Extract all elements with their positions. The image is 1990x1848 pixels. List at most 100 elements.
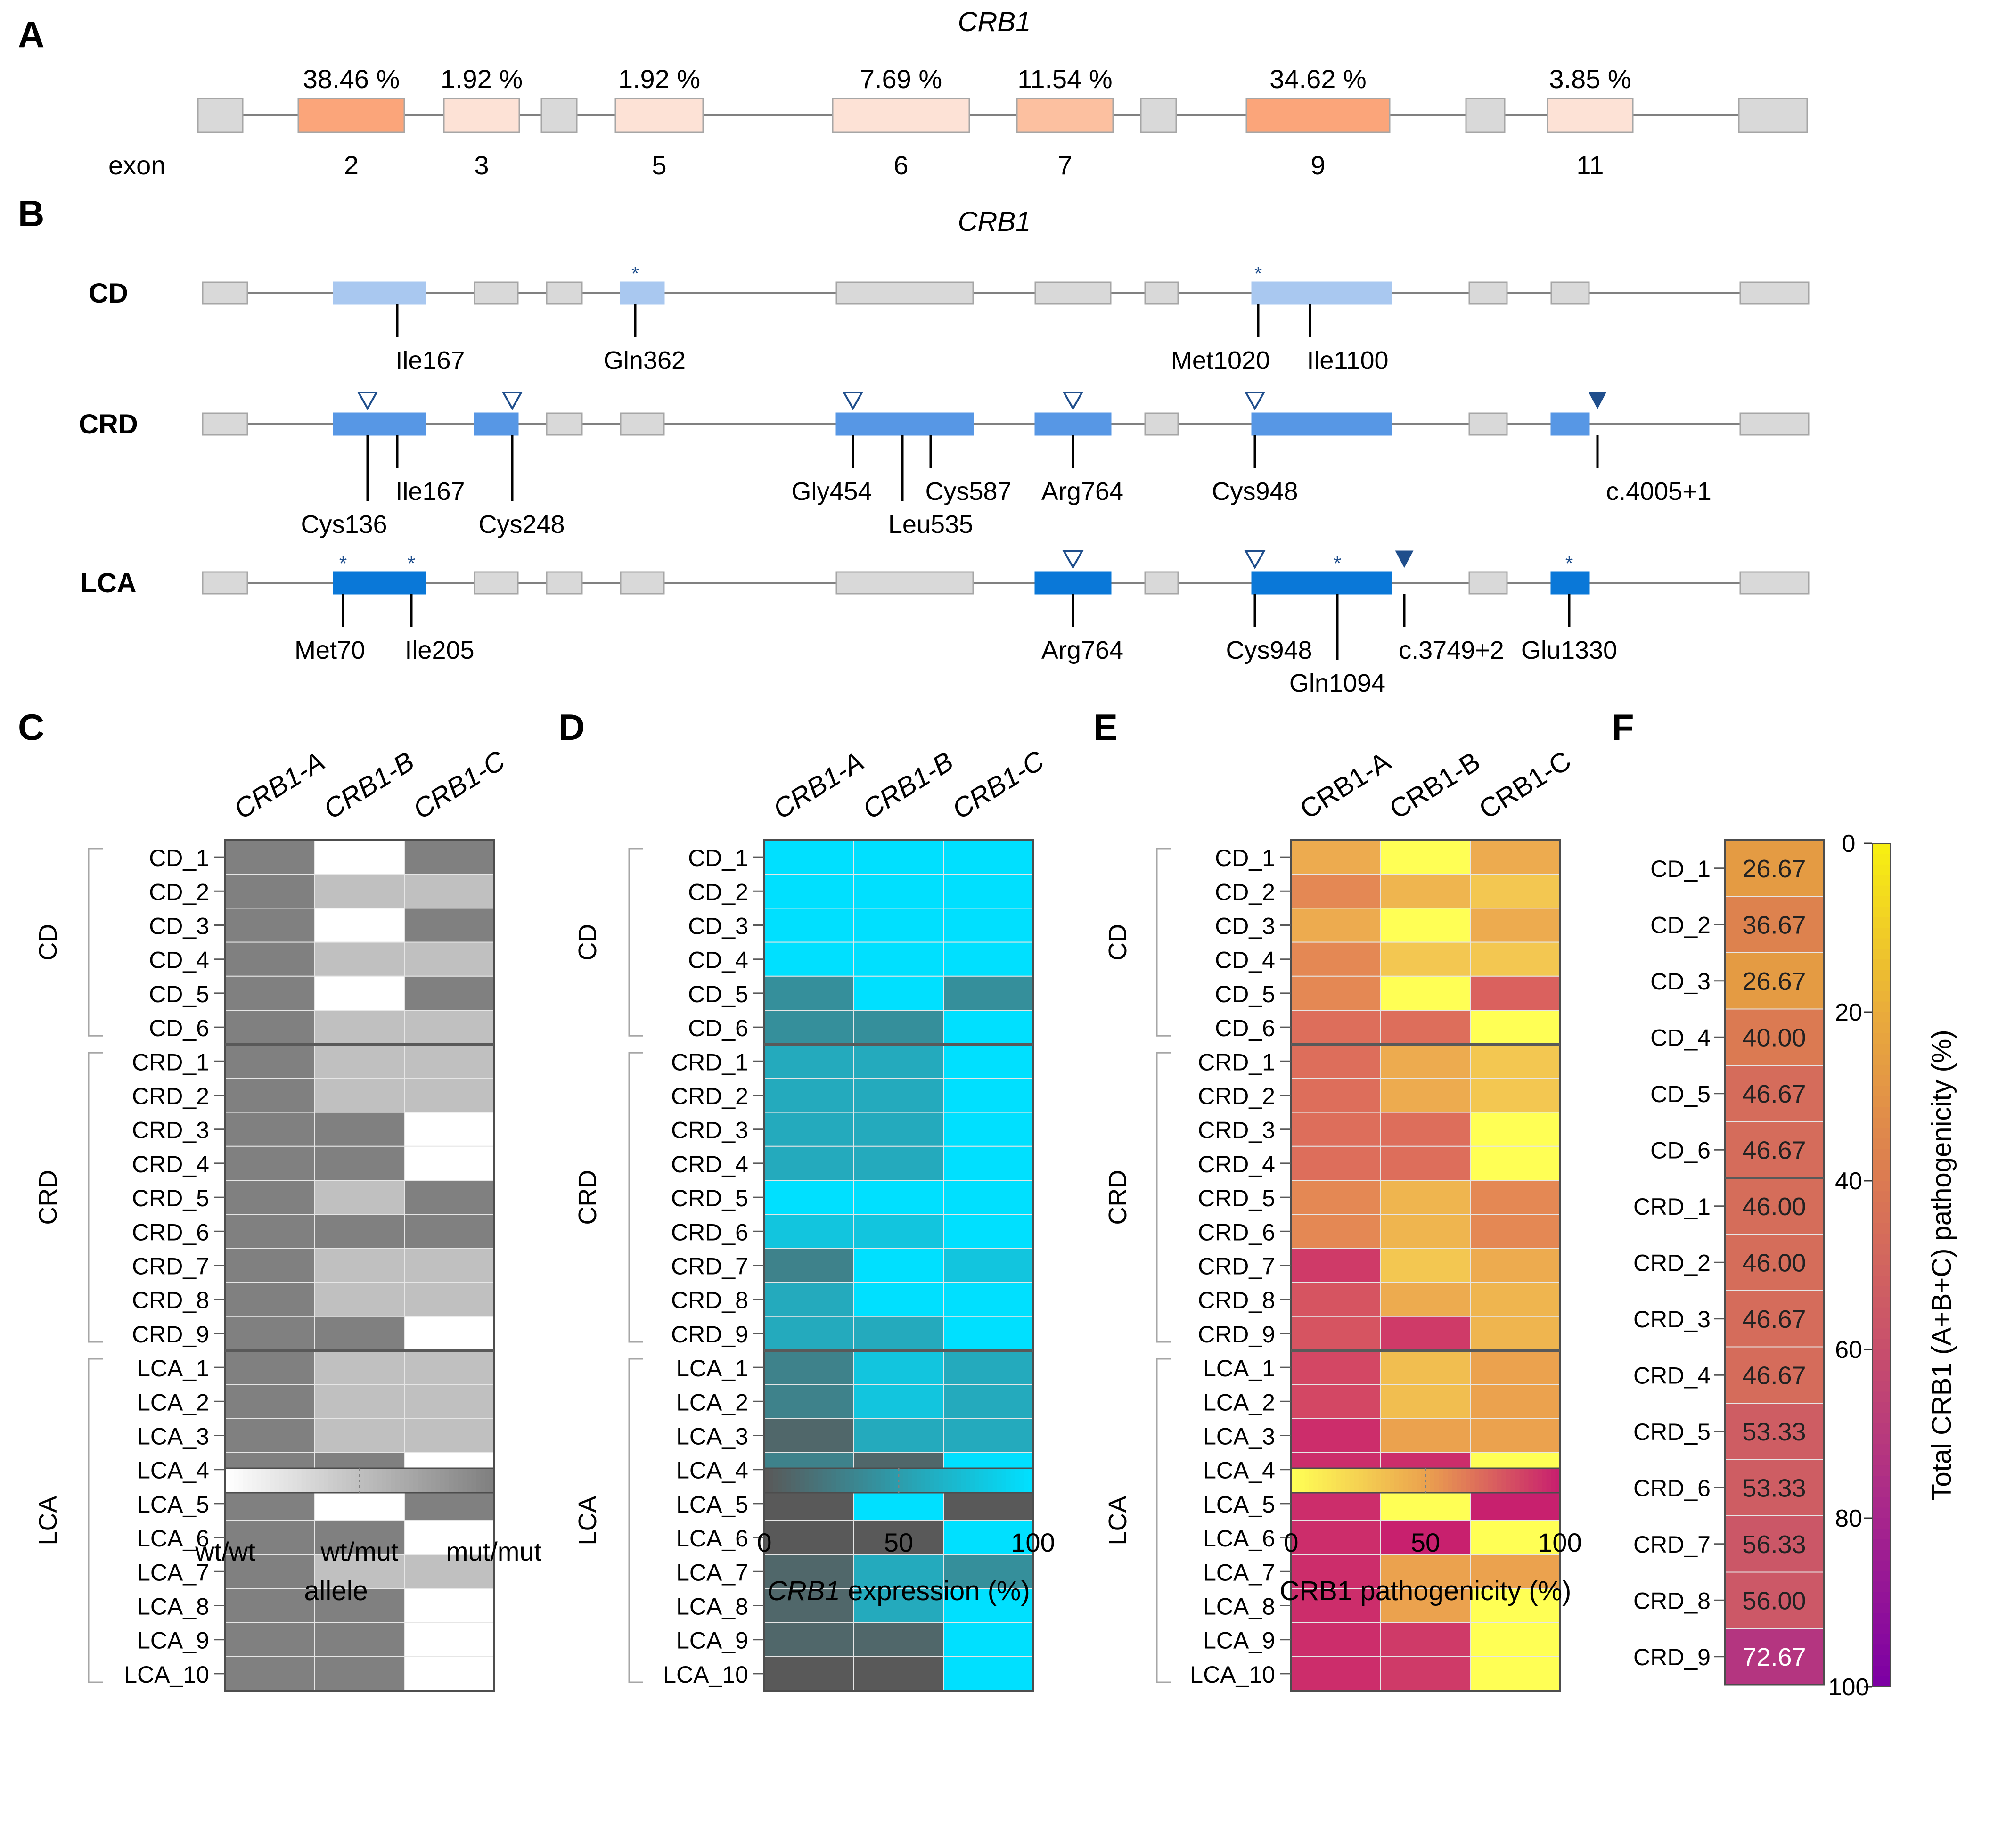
exon-6-box [832,98,970,133]
legend-gradient-segment [952,1468,958,1493]
panel-a-title: CRB1 [958,7,1031,37]
heatmap-cell [404,908,494,943]
legend-gradient-segment [1336,1468,1341,1493]
heatmap-D: CD_1 CD_2 CD_3 CD_4 CD_5 CD_6 CRD_1 CRD_2 CRD_3 C… [573,839,1034,1692]
colorbar-segment [1872,1170,1890,1181]
heatmap-cell [1470,1112,1560,1147]
variant-label: c.3749+2 [1399,636,1504,664]
legend-gradient-segment [773,1468,778,1493]
heatmap-cell [1291,1112,1381,1147]
legend-gradient-segment [256,1468,262,1493]
legend-tick: 100 [1538,1528,1581,1557]
legend-gradient-segment [764,1468,770,1493]
variant-label: Arg764 [1041,477,1123,506]
row-label: LCA_8 [1203,1594,1275,1620]
legend-gradient-segment [1412,1468,1417,1493]
colorbar-segment [1872,1012,1890,1023]
legend-gradient-segment [791,1468,796,1493]
heatmap-cell [404,1418,494,1453]
heatmap-cell [314,1078,405,1113]
legend-gradient-segment [1291,1468,1296,1493]
row-label: CRD_4 [1633,1362,1711,1389]
legend-tick: 0 [757,1528,771,1557]
highlighted-exon-11 [1550,571,1590,595]
heatmap-cell [1470,941,1560,977]
row-label: CRD_8 [1633,1587,1711,1614]
row-label: CRD_5 [1633,1419,1711,1445]
heatmap-cell [1380,840,1471,875]
colorbar-tick-label: 100 [1828,1674,1869,1701]
heatmap-cell [943,874,1033,909]
group-label: CRD [34,1170,62,1225]
row-label: CRD_4 [671,1151,748,1177]
legend-gradient-segment [930,1468,935,1493]
star-marker: * [1565,552,1573,574]
legend-gradient-segment [840,1468,845,1493]
colorbar-segment [1872,1138,1890,1150]
heatmap-F: 26.67 CD_1 36.67 CD_2 26.67 CD_3 40.00 CD_4 46.6… [1633,839,1825,1686]
exon-5-box [614,98,704,133]
heatmap-cell [1291,908,1381,943]
exon-3-number: 3 [474,150,489,180]
row-label: CRD_9 [671,1321,748,1348]
variant-label: Gln362 [604,346,686,375]
heatmap-cell [404,941,494,977]
heatmap-cell [1470,908,1560,943]
heatmap-cell [1380,1622,1471,1657]
heatmap-cell [853,840,944,875]
exon-box [546,281,583,305]
highlighted-exon-9 [1251,281,1392,305]
legend-gradient-segment [1555,1468,1560,1493]
legend-gradient-segment [1394,1468,1399,1493]
row-label: LCA_9 [1203,1627,1275,1654]
legend-tick: 50 [1411,1528,1440,1557]
heatmap-cell [943,1282,1033,1317]
total-value: 46.67 [1742,1136,1806,1164]
colorbar-segment [1872,1117,1890,1129]
heatmap-cell [764,1384,854,1419]
total-cell [1724,1403,1824,1460]
legend-tick: 50 [884,1528,913,1557]
heatmap-cell [764,840,854,875]
heatmap-cell [314,1384,405,1419]
exon-9-frequency: 34.62 % [1269,64,1367,94]
legend-gradient-segment [1457,1468,1462,1493]
heatmap-cell [1470,1418,1560,1453]
heatmap-cell [1380,1214,1471,1249]
exon-box [540,98,578,133]
heatmap-cell [853,941,944,977]
legend-gradient-segment [1421,1468,1426,1493]
legend-gradient-segment [854,1468,859,1493]
legend-gradient-segment [288,1468,293,1493]
heatmap-cell [1380,874,1471,909]
heatmap-cell [764,1418,854,1453]
colorbar-segment [1872,928,1890,939]
heatmap-cell [1470,1350,1560,1385]
heatmap-cell [314,1520,405,1555]
row-label: LCA_4 [1203,1457,1275,1484]
colorbar-segment [1872,1666,1890,1677]
legend-title: CRB1 pathogenicity (%) [1280,1576,1572,1606]
exon-box [620,571,665,595]
heatmap-cell [943,1145,1033,1181]
row-label: CRD_5 [132,1185,209,1211]
heatmap-cell [404,1350,494,1385]
legend-gradient-segment [1417,1468,1422,1493]
legend-gradient-segment [966,1468,971,1493]
heatmap-cell [943,1180,1033,1215]
row-label: LCA_1 [1203,1355,1275,1382]
legend-gradient-segment [476,1468,481,1493]
heatmap-cell [225,1350,315,1385]
row-label: CRD_6 [1198,1219,1275,1245]
legend-gradient-segment [404,1468,409,1493]
heatmap-cell [404,1078,494,1113]
exon-box [1739,281,1810,305]
star-marker: * [1334,552,1341,574]
row-label: CRD_3 [671,1117,748,1144]
exon-box [1144,412,1179,436]
legend-gradient-segment [997,1468,1002,1493]
legend-gradient-segment [229,1468,235,1493]
legend-gradient-segment [979,1468,984,1493]
colorbar-tick-label: 80 [1835,1505,1862,1532]
legend-gradient-segment [243,1468,248,1493]
